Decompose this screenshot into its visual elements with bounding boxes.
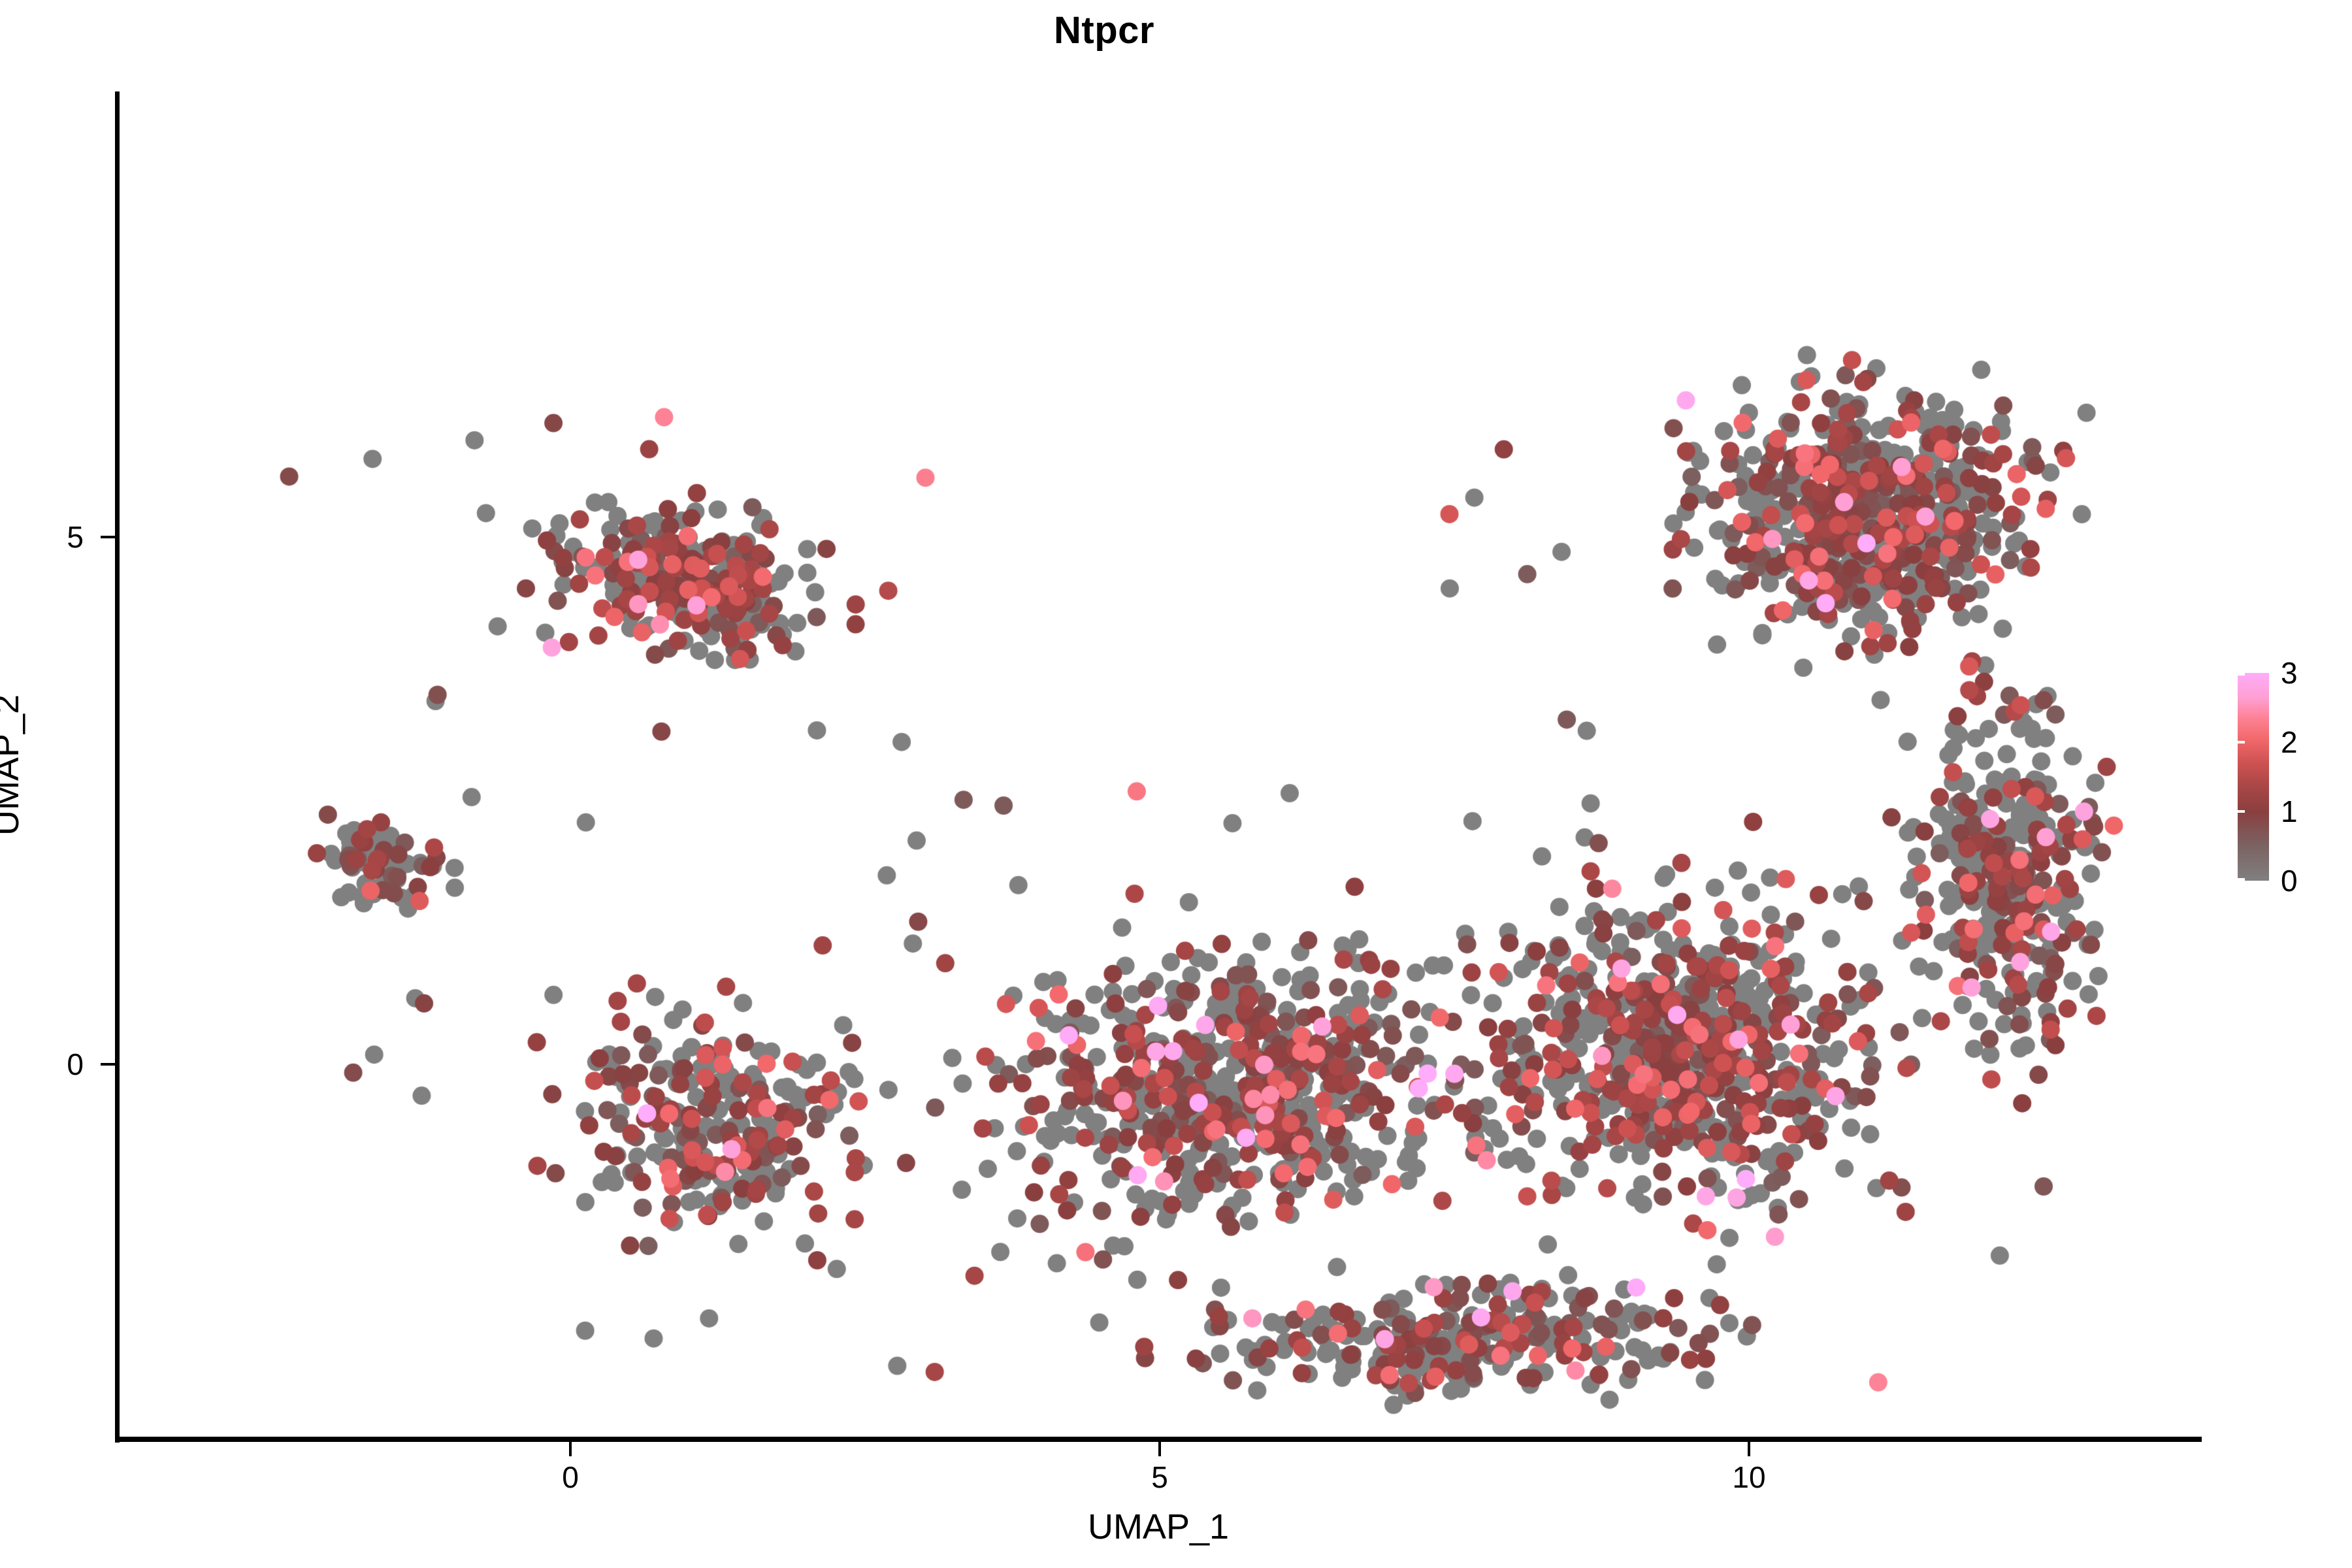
legend-label: 3 — [2281, 656, 2298, 690]
legend-label: 2 — [2281, 725, 2298, 759]
legend-tick — [2335, 810, 2342, 813]
x-tick-mark — [569, 1442, 572, 1456]
legend-gradient-bar — [2238, 673, 2269, 881]
y-axis-line — [115, 91, 120, 1443]
y-axis-title: UMAP_2 — [0, 694, 26, 836]
legend-tick — [2238, 741, 2245, 743]
legend-gradient-fill — [2238, 673, 2269, 881]
legend-tick — [2238, 673, 2245, 676]
legend-tick — [2335, 741, 2342, 743]
page-title: Ntpcr — [1054, 9, 1154, 52]
x-tick-mark — [1748, 1442, 1750, 1456]
x-tick-mark — [1158, 1442, 1161, 1456]
plot-panel — [115, 91, 2202, 1439]
x-tick-label: 5 — [1151, 1460, 1168, 1494]
scatter-points-canvas — [115, 91, 2202, 1439]
y-tick-label: 0 — [67, 1047, 84, 1081]
legend-tick — [2238, 878, 2245, 881]
x-axis-title: UMAP_1 — [1087, 1507, 1230, 1546]
x-tick-label: 10 — [1732, 1460, 1766, 1494]
x-axis-line — [115, 1437, 2202, 1442]
legend-label: 1 — [2281, 794, 2298, 828]
legend-colorbar[interactable]: 3 2 1 0 — [2238, 658, 2342, 896]
legend-tick — [2335, 878, 2342, 881]
y-tick-mark — [101, 1063, 115, 1066]
legend-tick — [2238, 810, 2245, 813]
y-tick-label: 5 — [67, 520, 84, 554]
y-tick-mark — [101, 536, 115, 538]
legend-label: 0 — [2281, 864, 2298, 898]
legend-tick — [2335, 673, 2342, 676]
x-tick-label: 0 — [562, 1460, 579, 1494]
